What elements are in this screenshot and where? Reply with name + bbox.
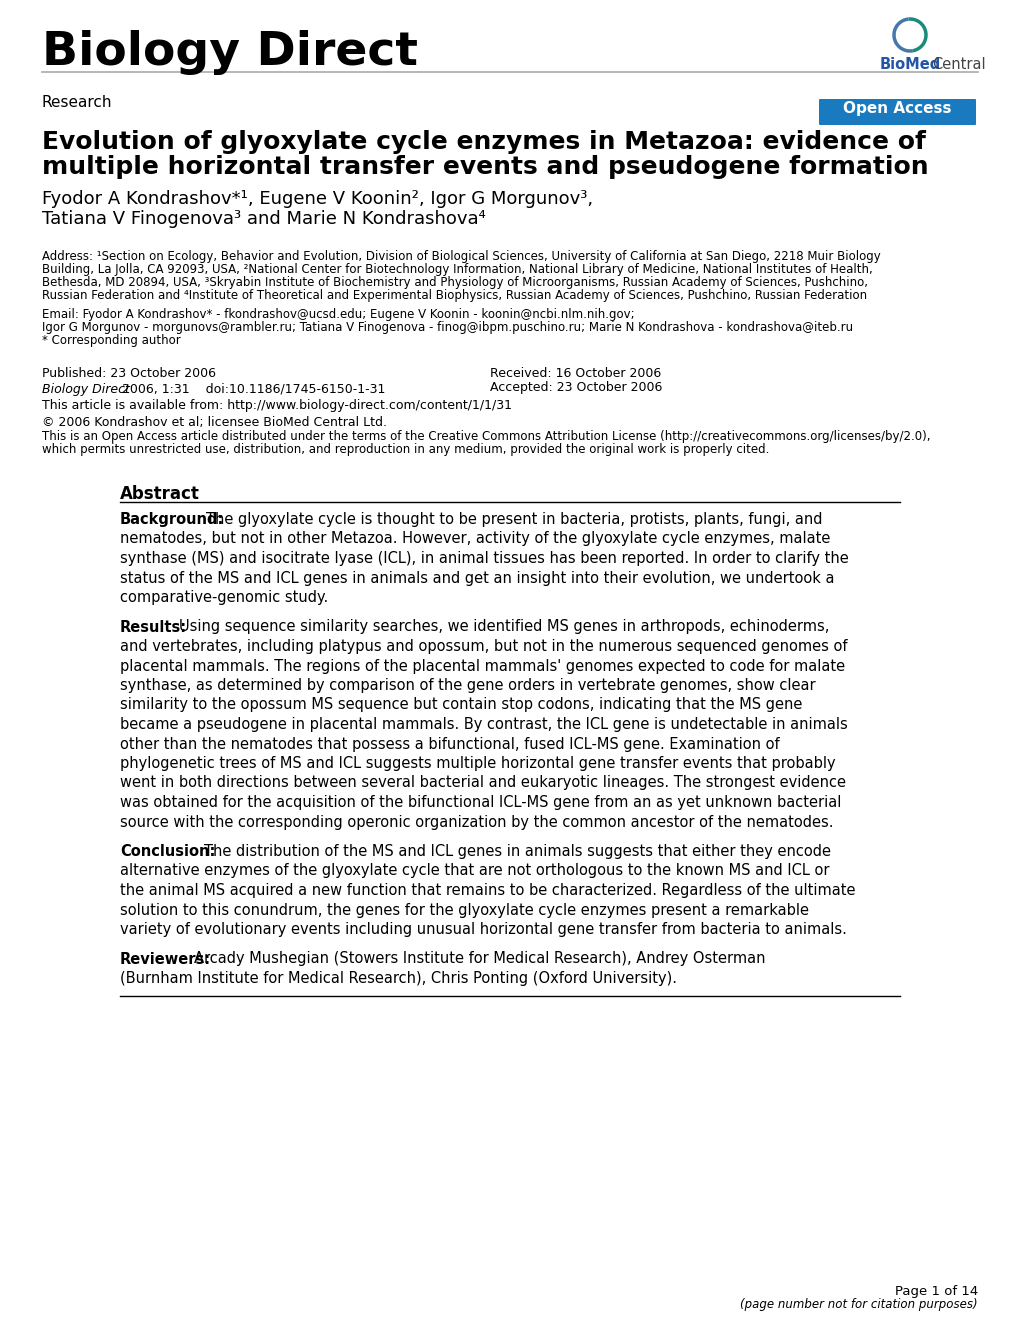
Text: source with the corresponding operonic organization by the common ancestor of th: source with the corresponding operonic o… xyxy=(120,814,833,830)
Text: status of the MS and ICL genes in animals and get an insight into their evolutio: status of the MS and ICL genes in animal… xyxy=(120,571,834,585)
Text: Biology Direct: Biology Direct xyxy=(42,383,129,396)
Text: BioMed: BioMed xyxy=(879,57,941,71)
Text: Russian Federation and ⁴Institute of Theoretical and Experimental Biophysics, Ru: Russian Federation and ⁴Institute of The… xyxy=(42,289,866,302)
Text: became a pseudogene in placental mammals. By contrast, the ICL gene is undetecta: became a pseudogene in placental mammals… xyxy=(120,718,847,732)
Text: Research: Research xyxy=(42,95,112,110)
Text: other than the nematodes that possess a bifunctional, fused ICL-MS gene. Examina: other than the nematodes that possess a … xyxy=(120,736,779,752)
FancyBboxPatch shape xyxy=(818,99,975,124)
Text: Arcady Mushegian (Stowers Institute for Medical Research), Andrey Osterman: Arcady Mushegian (Stowers Institute for … xyxy=(194,952,764,967)
Text: The distribution of the MS and ICL genes in animals suggests that either they en: The distribution of the MS and ICL genes… xyxy=(204,843,830,859)
Text: Results:: Results: xyxy=(120,620,186,634)
Text: Evolution of glyoxylate cycle enzymes in Metazoa: evidence of: Evolution of glyoxylate cycle enzymes in… xyxy=(42,130,925,154)
Text: placental mammals. The regions of the placental mammals' genomes expected to cod: placental mammals. The regions of the pl… xyxy=(120,658,845,674)
Text: multiple horizontal transfer events and pseudogene formation: multiple horizontal transfer events and … xyxy=(42,155,927,179)
Text: Central: Central xyxy=(931,57,984,71)
Text: phylogenetic trees of MS and ICL suggests multiple horizontal gene transfer even: phylogenetic trees of MS and ICL suggest… xyxy=(120,756,835,771)
Text: and vertebrates, including platypus and opossum, but not in the numerous sequenc: and vertebrates, including platypus and … xyxy=(120,639,847,654)
Text: comparative-genomic study.: comparative-genomic study. xyxy=(120,591,328,605)
Text: © 2006 Kondrashov et al; licensee BioMed Central Ltd.: © 2006 Kondrashov et al; licensee BioMed… xyxy=(42,416,386,429)
Text: Open Access: Open Access xyxy=(843,101,951,117)
Text: Page 1 of 14: Page 1 of 14 xyxy=(894,1286,977,1298)
Text: which permits unrestricted use, distribution, and reproduction in any medium, pr: which permits unrestricted use, distribu… xyxy=(42,444,768,455)
Text: Reviewers:: Reviewers: xyxy=(120,952,211,967)
Text: solution to this conundrum, the genes for the glyoxylate cycle enzymes present a: solution to this conundrum, the genes fo… xyxy=(120,903,808,918)
Text: Igor G Morgunov - morgunovs@rambler.ru; Tatiana V Finogenova - finog@ibpm.puschi: Igor G Morgunov - morgunovs@rambler.ru; … xyxy=(42,320,852,334)
Text: This article is available from: http://www.biology-direct.com/content/1/1/31: This article is available from: http://w… xyxy=(42,399,512,412)
Text: (Burnham Institute for Medical Research), Chris Ponting (Oxford University).: (Burnham Institute for Medical Research)… xyxy=(120,970,677,986)
Text: Email: Fyodor A Kondrashov* - fkondrashov@ucsd.edu; Eugene V Koonin - koonin@ncb: Email: Fyodor A Kondrashov* - fkondrasho… xyxy=(42,308,634,320)
Text: synthase, as determined by comparison of the gene orders in vertebrate genomes, : synthase, as determined by comparison of… xyxy=(120,678,815,692)
Text: synthase (MS) and isocitrate lyase (ICL), in animal tissues has been reported. I: synthase (MS) and isocitrate lyase (ICL)… xyxy=(120,551,848,565)
Text: went in both directions between several bacterial and eukaryotic lineages. The s: went in both directions between several … xyxy=(120,776,845,790)
Text: Bethesda, MD 20894, USA, ³Skryabin Institute of Biochemistry and Physiology of M: Bethesda, MD 20894, USA, ³Skryabin Insti… xyxy=(42,275,867,289)
Text: The glyoxylate cycle is thought to be present in bacteria, protists, plants, fun: The glyoxylate cycle is thought to be pr… xyxy=(206,512,821,527)
Text: Fyodor A Kondrashov*¹, Eugene V Koonin², Igor G Morgunov³,: Fyodor A Kondrashov*¹, Eugene V Koonin²,… xyxy=(42,191,592,208)
Text: variety of evolutionary events including unusual horizontal gene transfer from b: variety of evolutionary events including… xyxy=(120,922,846,937)
Text: (page number not for citation purposes): (page number not for citation purposes) xyxy=(740,1298,977,1311)
Text: alternative enzymes of the glyoxylate cycle that are not orthologous to the know: alternative enzymes of the glyoxylate cy… xyxy=(120,863,828,879)
Text: similarity to the opossum MS sequence but contain stop codons, indicating that t: similarity to the opossum MS sequence bu… xyxy=(120,698,802,712)
Text: Building, La Jolla, CA 92093, USA, ²National Center for Biotechnology Informatio: Building, La Jolla, CA 92093, USA, ²Nati… xyxy=(42,263,872,275)
Text: the animal MS acquired a new function that remains to be characterized. Regardle: the animal MS acquired a new function th… xyxy=(120,883,855,898)
Text: Tatiana V Finogenova³ and Marie N Kondrashova⁴: Tatiana V Finogenova³ and Marie N Kondra… xyxy=(42,211,485,228)
Text: This is an Open Access article distributed under the terms of the Creative Commo: This is an Open Access article distribut… xyxy=(42,430,929,444)
Text: 2006, 1:31    doi:10.1186/1745-6150-1-31: 2006, 1:31 doi:10.1186/1745-6150-1-31 xyxy=(118,383,385,396)
Text: Received: 16 October 2006: Received: 16 October 2006 xyxy=(489,367,660,380)
Text: was obtained for the acquisition of the bifunctional ICL-MS gene from an as yet : was obtained for the acquisition of the … xyxy=(120,794,841,810)
Text: Background:: Background: xyxy=(120,512,224,527)
Text: Using sequence similarity searches, we identified MS genes in arthropods, echino: Using sequence similarity searches, we i… xyxy=(178,620,828,634)
Text: Abstract: Abstract xyxy=(120,485,200,503)
Text: * Corresponding author: * Corresponding author xyxy=(42,334,180,347)
Text: nematodes, but not in other Metazoa. However, activity of the glyoxylate cycle e: nematodes, but not in other Metazoa. How… xyxy=(120,531,829,547)
Text: Conclusion:: Conclusion: xyxy=(120,843,215,859)
Text: Biology Direct: Biology Direct xyxy=(42,30,418,75)
Text: Address: ¹Section on Ecology, Behavior and Evolution, Division of Biological Sci: Address: ¹Section on Ecology, Behavior a… xyxy=(42,250,879,263)
Text: Published: 23 October 2006: Published: 23 October 2006 xyxy=(42,367,216,380)
Text: Accepted: 23 October 2006: Accepted: 23 October 2006 xyxy=(489,381,661,395)
